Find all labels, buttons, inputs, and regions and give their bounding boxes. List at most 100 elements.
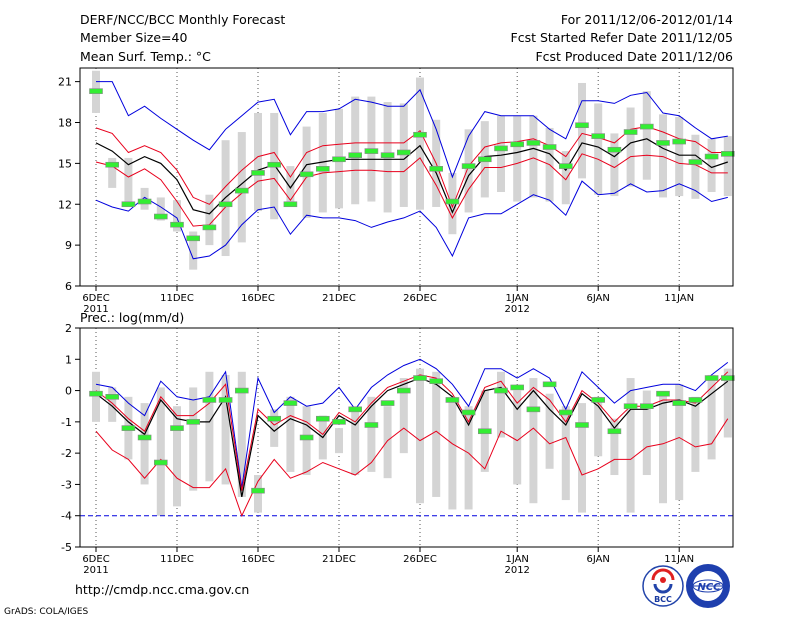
temp-median-marker (704, 153, 719, 160)
prec-spread-box (529, 378, 538, 504)
prec-spread-box (497, 371, 505, 438)
temp-median-marker (332, 156, 346, 163)
temp-ytick-label: 9 (65, 239, 72, 252)
bcc-logo-text: BCC (654, 595, 672, 604)
temp-median-marker (380, 152, 395, 158)
temp-spread-box (173, 200, 181, 232)
prec-spread-box (691, 396, 700, 472)
prec-xtick-label: 1JAN (505, 554, 528, 565)
prec-xtick-label: 26DEC (403, 554, 437, 565)
temp-median-marker (396, 149, 411, 156)
prec-spread-box (432, 371, 441, 497)
prec-ytick-label: 1 (65, 353, 72, 366)
prec-spread-box (205, 371, 214, 482)
temp-median-marker (137, 198, 152, 205)
temp-median-marker (591, 133, 606, 139)
prec-spread-box (335, 428, 343, 454)
prec-median-marker (510, 384, 525, 391)
temp-median-marker (461, 163, 476, 169)
temp-spread-box (464, 129, 473, 213)
temp-median-marker (364, 148, 379, 154)
prec-median-marker (154, 459, 168, 466)
precipitation-plot-frame (79, 327, 734, 548)
temp-line-mean-1-std (95, 153, 728, 227)
variable-label: Mean Surf. Temp.: °C (80, 49, 211, 64)
prec-median-marker (380, 400, 395, 406)
prec-spread-box (513, 390, 522, 485)
temp-spread-box (707, 138, 716, 192)
prec-spread-box (399, 378, 408, 454)
temp-spread-box (254, 112, 262, 212)
temp-spread-box (642, 91, 651, 180)
temp-xtick-year: 2011 (83, 304, 108, 315)
prec-ytick-label: 2 (65, 322, 72, 335)
prec-spread-box (302, 406, 311, 476)
temp-xtick-label: 6DEC (82, 293, 109, 304)
precip-label: Prec.: log(mm/d) (80, 310, 184, 325)
temp-median-marker (623, 129, 638, 135)
temp-spread-box (286, 166, 295, 207)
prec-spread-box (610, 418, 619, 476)
grads-credit: GrADS: COLA/IGES (4, 607, 88, 617)
temp-spread-box (723, 136, 732, 197)
prec-ytick-label: -5 (61, 541, 72, 554)
prec-median-marker (526, 406, 541, 413)
temp-spread-box (189, 231, 198, 270)
prec-median-marker (429, 378, 444, 384)
prec-median-marker (542, 381, 557, 388)
prec-median-marker (575, 422, 589, 428)
temp-median-marker (542, 144, 557, 150)
temp-spread-box (578, 82, 586, 179)
temp-spread-box (659, 114, 667, 198)
prec-median-marker (137, 434, 152, 441)
temp-spread-box (626, 107, 635, 187)
prec-spread-box (545, 393, 554, 469)
temp-median-marker (672, 138, 687, 145)
prec-spread-box (626, 378, 635, 513)
temp-spread-box (416, 77, 424, 210)
prec-spread-box (108, 387, 117, 422)
temp-spread-box (691, 134, 700, 199)
temperature-plot-frame (79, 67, 734, 287)
start-date: Fcst Started Refer Date 2011/12/05 (511, 30, 734, 45)
prec-median-marker (251, 487, 265, 494)
prec-spread-box (221, 374, 230, 485)
prec-xtick-label: 21DEC (322, 554, 356, 565)
prec-median-marker (494, 387, 508, 394)
prec-spread-box (578, 403, 586, 513)
prec-median-marker (396, 387, 411, 394)
prec-median-marker (170, 425, 184, 431)
prec-spread-box (173, 406, 181, 507)
temp-spread-box (156, 197, 165, 221)
temp-spread-box (318, 112, 327, 213)
prec-line-ensemble-max (95, 358, 729, 488)
prec-spread-box (675, 384, 684, 501)
ncc-logo-text: NCC (697, 582, 721, 593)
temp-xtick-year: 2012 (504, 304, 529, 315)
prec-spread-box (723, 368, 732, 438)
prec-spread-box (448, 396, 457, 510)
prec-median-marker (672, 400, 687, 406)
temp-median-marker (315, 166, 330, 172)
prec-spread-box (254, 475, 262, 513)
prec-spread-box (642, 390, 651, 476)
prec-median-marker (332, 419, 346, 425)
prec-median-marker (105, 394, 119, 400)
prec-spread-box (189, 387, 198, 491)
prec-median-marker (299, 434, 314, 441)
temp-ytick-label: 6 (65, 280, 72, 293)
temp-xtick-label: 1JAN (505, 293, 528, 304)
prec-median-marker (186, 419, 200, 425)
prec-xtick-label: 6JAN (586, 554, 609, 565)
prec-spread-box (367, 396, 376, 472)
prec-median-marker (218, 397, 233, 403)
prec-median-marker (688, 397, 703, 403)
prec-spread-box (707, 374, 716, 460)
temp-median-marker (477, 156, 492, 163)
temp-median-marker (186, 235, 200, 242)
temp-spread-box (610, 133, 619, 197)
prec-ytick-label: -4 (61, 510, 72, 523)
